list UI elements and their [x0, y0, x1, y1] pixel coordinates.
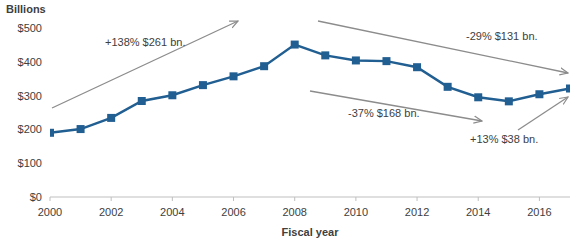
y-tick-label: $0	[30, 191, 42, 203]
data-point	[230, 72, 238, 80]
data-point	[382, 57, 390, 65]
data-line	[50, 45, 570, 133]
data-point	[291, 41, 299, 49]
y-tick-label: $500	[18, 22, 42, 34]
annotation-arrow	[318, 21, 568, 73]
x-tick-label: 2016	[527, 206, 551, 218]
x-tick	[539, 197, 540, 201]
x-tick	[478, 197, 479, 201]
data-point	[138, 97, 146, 105]
x-tick-label: 2002	[99, 206, 123, 218]
data-point	[199, 81, 207, 89]
x-tick-label: 2000	[38, 206, 62, 218]
data-point	[413, 63, 421, 71]
annotation: -29% $131 bn.	[466, 30, 538, 42]
data-point	[505, 97, 513, 105]
x-tick	[417, 197, 418, 201]
x-axis-label: Fiscal year	[282, 226, 340, 238]
data-point	[107, 114, 115, 122]
annotation-arrow	[518, 97, 568, 130]
data-point	[444, 83, 452, 91]
data-point	[474, 93, 482, 101]
x-tick	[355, 197, 356, 201]
annotation: +13% $38 bn.	[470, 133, 538, 145]
data-point	[321, 51, 329, 59]
y-tick-label: $400	[18, 56, 42, 68]
x-tick-label: 2006	[221, 206, 245, 218]
chart-svg: $0 $100 $200 $300 $400 $500 2000 2002 2004 2006 20…	[0, 0, 576, 242]
data-point	[50, 129, 54, 137]
annotation: -37% $168 bn.	[348, 107, 420, 119]
x-tick	[172, 197, 173, 201]
x-tick-label: 2014	[466, 206, 490, 218]
x-tick-label: 2004	[160, 206, 184, 218]
y-axis-label: Billions	[6, 3, 46, 15]
data-point	[566, 85, 570, 93]
data-point	[260, 62, 268, 70]
annotation: +138% $261 bn.	[105, 36, 185, 48]
y-tick-label: $200	[18, 123, 42, 135]
data-point	[352, 56, 360, 64]
data-point	[168, 91, 176, 99]
x-tick	[111, 197, 112, 201]
y-tick-label: $100	[18, 157, 42, 169]
chart-container: $0 $100 $200 $300 $400 $500 2000 2002 2004 2006 20…	[0, 0, 576, 242]
data-point	[535, 90, 543, 98]
annotation-arrow	[52, 21, 238, 108]
data-point	[77, 125, 85, 133]
plot-area	[50, 41, 570, 137]
x-tick-label: 2012	[405, 206, 429, 218]
x-axis-line	[50, 197, 570, 198]
annotation-arrow	[310, 91, 482, 121]
y-tick-label: $300	[18, 90, 42, 102]
x-tick	[294, 197, 295, 201]
x-tick-label: 2008	[282, 206, 306, 218]
x-tick	[50, 197, 51, 201]
x-tick-label: 2010	[344, 206, 368, 218]
x-tick	[233, 197, 234, 201]
